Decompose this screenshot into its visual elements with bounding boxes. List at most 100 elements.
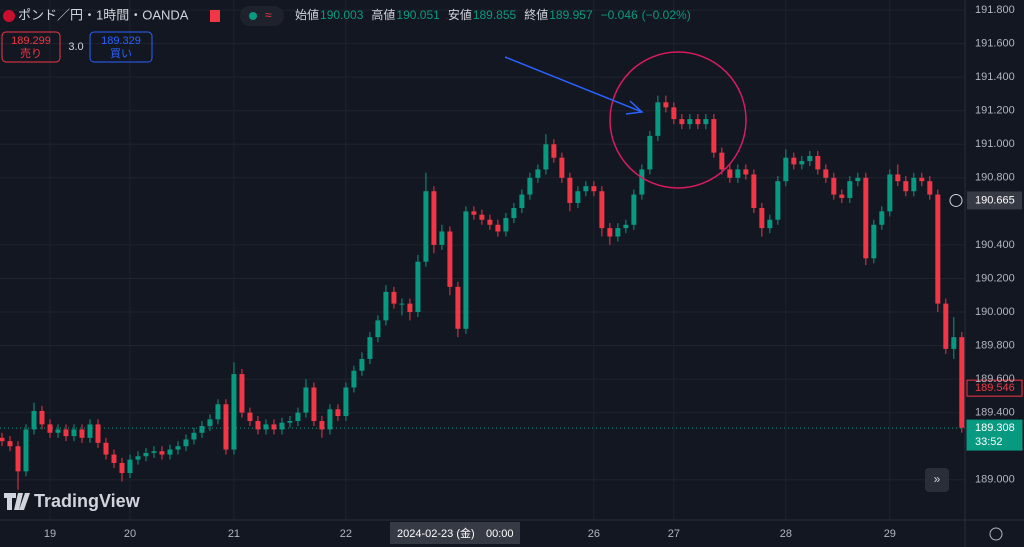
scroll-realtime-button[interactable] [925,468,949,492]
candle-body [383,291,389,321]
buy-button[interactable] [89,31,153,63]
candle-body [687,119,693,125]
candle-body [679,119,685,125]
candle-body [351,370,357,388]
candle-body [711,119,717,153]
candle-body [191,432,197,440]
candle-body [183,439,189,447]
legend-value: 189.855 [473,8,517,22]
flag-icon [210,10,220,22]
candle-body [847,181,853,198]
candle-body [287,421,293,423]
candle-body [839,194,845,198]
highlight-circle [609,51,747,189]
sell-price: 189.299 [11,35,51,47]
candle-body [447,231,453,287]
buy-label: 買い [110,47,132,60]
ohlc-legend: 始値 190.003 高値 190.051 安値 189.855 終値 189.957 −0.0… [295,7,691,22]
candle-body [367,337,373,359]
candle-body [807,156,813,162]
y-tick-label: 191.400 [975,71,1015,83]
candle-body [799,161,805,165]
candle-body [471,211,477,215]
candle-body [743,169,749,175]
candle-body [639,169,645,195]
candle-body [575,191,581,203]
candle-body [583,186,589,192]
candle-body [895,174,901,182]
candle-body [31,410,37,430]
candle-body [455,286,461,329]
candle-body [335,409,341,416]
candle-body [887,174,893,212]
crosshair-time: 00:00 [486,528,514,540]
candle-body [71,429,77,437]
candle-body [343,387,349,416]
crosshair-price-box [967,191,1022,210]
x-tick-label: 29 [884,528,896,540]
crosshair-price: 190.665 [975,194,1015,206]
candle-body [95,424,101,443]
candle-body [23,429,29,472]
status-dot [249,12,257,20]
candle-body [655,102,661,136]
candle-body [223,404,229,450]
candle-body [255,421,261,430]
sell-button[interactable] [1,31,61,63]
candle-body [927,181,933,195]
arrow [504,56,643,113]
candle-body [647,135,653,170]
candle-body [7,441,13,447]
candle-body [663,102,669,108]
legend-label: 終値 [524,7,548,22]
candle-body [671,107,677,120]
candle-body [407,303,413,312]
candle-body [295,412,301,422]
candle-body [935,194,941,304]
candle-body [535,169,541,178]
x-tick-label: 26 [588,528,600,540]
spread: 3.0 [68,41,83,53]
chart-title: ポンド／円・1時間・OANDA [18,7,189,22]
candle-body [199,426,205,433]
candle-body [591,186,597,192]
y-tick-label: 191.000 [975,138,1015,150]
candle-body [487,219,493,225]
candle-body [735,169,741,178]
x-tick-label: 28 [780,528,792,540]
candle-body [175,446,181,450]
price-label: 189.546 [975,382,1015,394]
legend-value: 190.051 [396,8,440,22]
legend-value: 189.957 [549,8,593,22]
candle-body [767,219,773,229]
price-label-box [966,419,1023,451]
candle-body [415,261,421,312]
add-alert-button[interactable] [949,193,963,207]
candle-body [319,421,325,430]
candle-body [831,177,837,195]
flag-icon [3,10,15,22]
candle-body [879,211,885,225]
candle-body [495,224,501,232]
candle-body [423,191,429,262]
candle-body [791,157,797,165]
candle-body [463,211,469,329]
candle-body [727,169,733,178]
y-tick-label: 190.800 [975,172,1015,184]
candle-body [943,303,949,349]
candle-body [39,410,45,425]
candle-body [855,177,861,182]
candle-body [391,291,397,304]
candle-body [87,424,93,438]
candle-body [79,429,85,438]
candle-body [119,462,125,474]
candle-body [695,119,701,125]
candle-body [47,424,53,433]
candle-body [271,424,277,430]
settings-button[interactable] [989,527,1003,541]
price-label-box [966,379,1023,397]
candle-body [103,442,109,455]
status-pill[interactable] [240,6,284,26]
